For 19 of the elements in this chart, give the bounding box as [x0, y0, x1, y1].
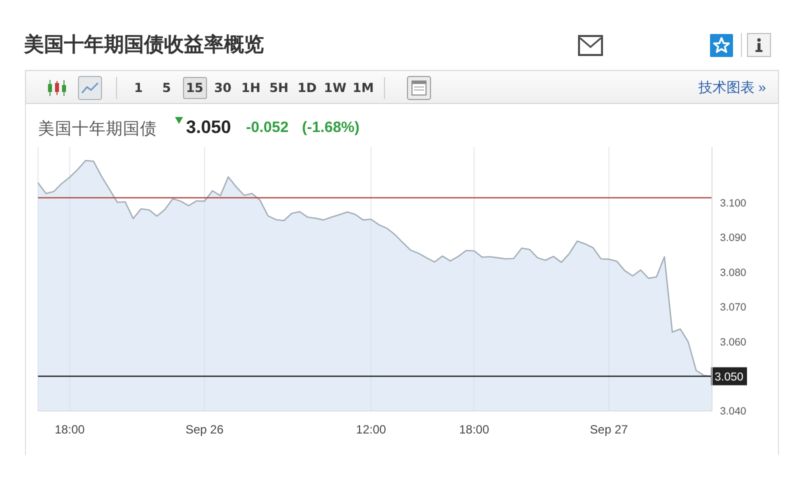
text: -0.052 — [246, 119, 289, 136]
y-tick-label: 3.070 — [720, 302, 746, 314]
x-tick-label: Sep 27 — [590, 422, 628, 437]
chart-title: 美国十年期国债收益率概览 — [24, 34, 264, 56]
ref-line-label: 3.050 — [714, 371, 744, 384]
text: 3.050 — [186, 117, 232, 137]
y-tick-label: 3.090 — [720, 232, 746, 244]
x-tick-label: Sep 26 — [185, 422, 224, 437]
chart-subtitle: 美国十年期国债 — [38, 120, 157, 138]
y-tick-label: 3.060 — [720, 336, 746, 348]
y-tick-label: 3.080 — [720, 266, 746, 279]
x-tick-label: 18:00 — [459, 422, 490, 437]
text: (-1.68%) — [302, 119, 360, 136]
x-tick-label: 12:00 — [356, 422, 386, 437]
y-tick-label: 3.100 — [720, 197, 746, 210]
text: 1 5 15 30 1H 5H 1D 1W 1M — [134, 80, 374, 95]
x-tick-label: 18:00 — [54, 422, 86, 437]
y-tick-label: 3.040 — [720, 406, 746, 418]
text: 技术图表 » — [698, 79, 766, 95]
